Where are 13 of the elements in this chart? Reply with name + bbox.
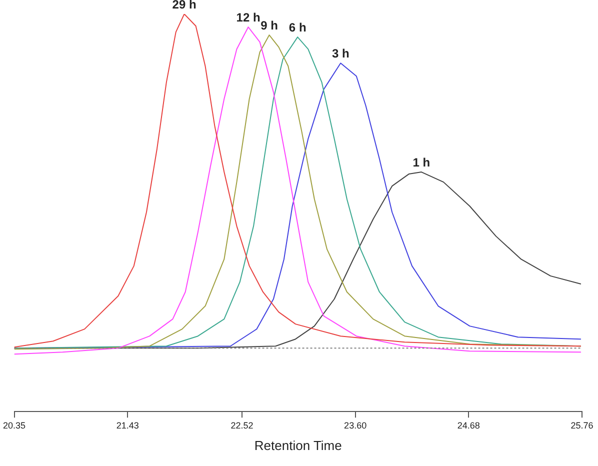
series-label: 3 h <box>332 46 350 60</box>
x-axis-title: Retention Time <box>254 438 342 453</box>
series-label: 6 h <box>288 20 306 34</box>
x-tick-label: 20.35 <box>2 420 26 430</box>
x-tick-label: 24.68 <box>457 420 480 430</box>
x-tick-label: 21.43 <box>116 420 139 430</box>
series-label: 12 h <box>236 10 260 24</box>
series-label: 1 h <box>412 155 430 170</box>
series-label: 9 h <box>260 18 278 32</box>
x-tick-label: 25.76 <box>570 420 594 430</box>
x-tick-label: 23.60 <box>344 420 367 430</box>
x-tick-label: 22.52 <box>230 420 254 430</box>
series-label: 29 h <box>172 0 196 12</box>
